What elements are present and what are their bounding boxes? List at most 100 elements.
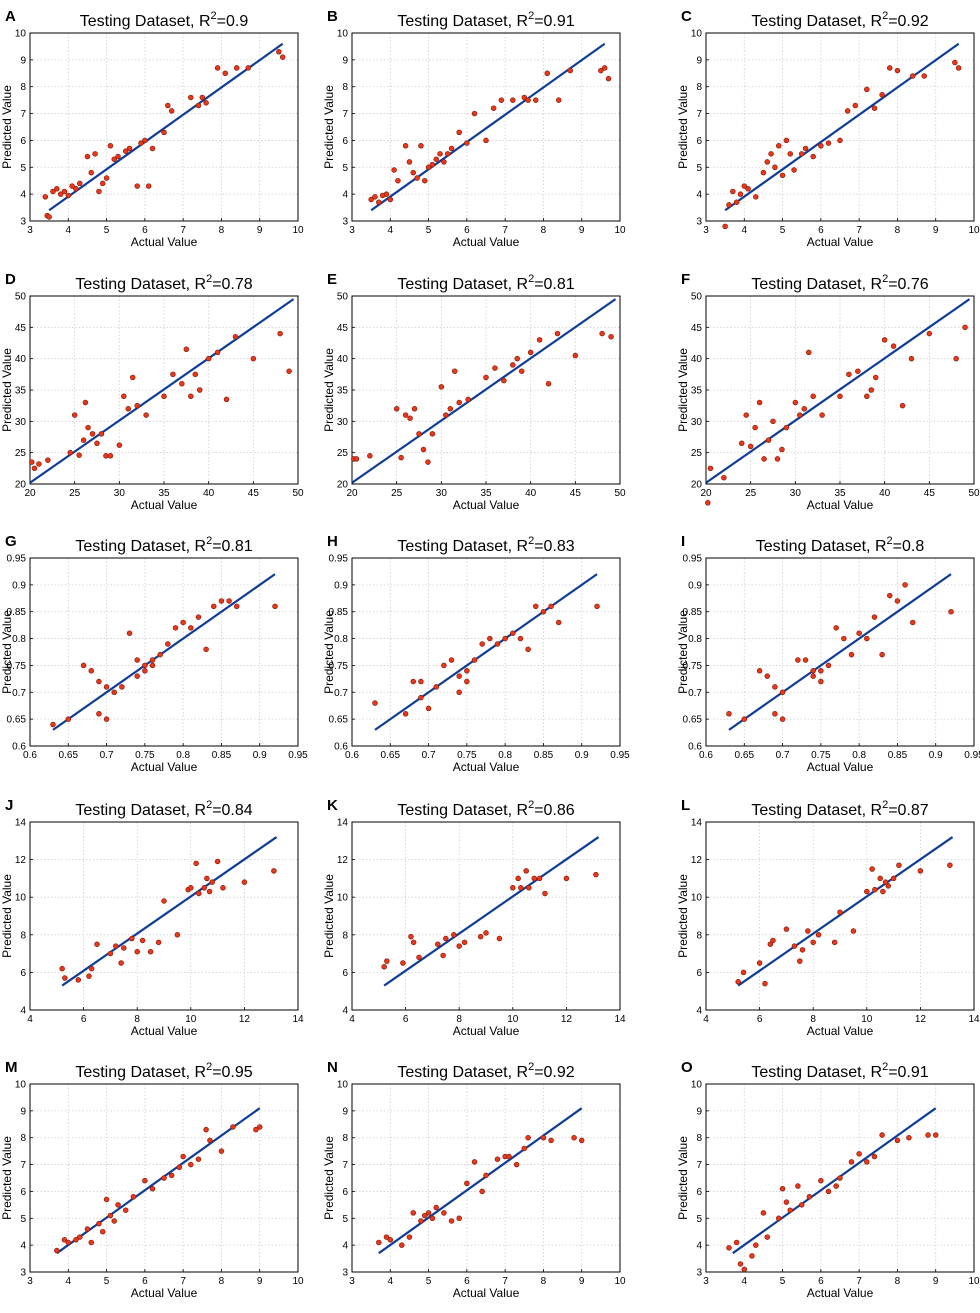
data-point [165, 102, 171, 109]
data-point [779, 716, 786, 722]
x-tick-label: 0.6 [23, 750, 37, 761]
data-point [410, 1210, 417, 1216]
data-point [121, 393, 127, 400]
panel-label: F [681, 271, 690, 288]
y-tick-label: 0.7 [334, 688, 348, 699]
data-point [492, 365, 498, 371]
y-tick-label: 6 [342, 136, 348, 147]
chart-title-superscript: 2 [211, 10, 217, 22]
data-point [880, 888, 886, 895]
data-point [174, 932, 181, 938]
data-point [223, 396, 230, 403]
chart-title-superscript: 2 [206, 1061, 212, 1073]
data-point [111, 156, 117, 162]
regression-line [724, 42, 960, 212]
x-tick-label: 6 [142, 1276, 148, 1287]
data-point [402, 143, 409, 149]
data-point [544, 70, 551, 77]
data-point [62, 975, 68, 981]
y-tick-label: 35 [15, 386, 27, 397]
y-tick-label: 10 [691, 29, 703, 40]
data-point [402, 711, 409, 717]
y-tick-label: 0.6 [12, 742, 26, 753]
data-point [89, 431, 96, 437]
data-point [760, 169, 767, 176]
chart-title-text: Testing Dataset, R [397, 1064, 528, 1081]
data-point [69, 183, 75, 189]
data-point [837, 393, 843, 400]
axes-box [29, 1083, 299, 1273]
chart-title-value: =0.92 [534, 1064, 575, 1081]
data-point [578, 1137, 585, 1144]
x-tick-label: 4 [742, 1276, 748, 1287]
data-point [887, 592, 893, 599]
chart-title-value: =0.78 [212, 276, 253, 293]
x-tick-label: 7 [180, 1276, 186, 1287]
x-tick-label: 35 [834, 488, 846, 499]
data-point [733, 1239, 740, 1246]
x-tick-label: 5 [780, 1276, 786, 1287]
data-point [433, 1204, 439, 1211]
x-tick-label: 40 [879, 488, 891, 499]
data-point [885, 883, 891, 889]
chart-panel-g: G Testing Dataset, R2=0.81 0.6 0.65 0.7 0.75 0… [0, 533, 308, 774]
data-point [399, 1242, 405, 1248]
data-point [88, 169, 95, 176]
x-tick-label: 3 [349, 225, 355, 236]
x-tick-label: 0.85 [534, 750, 554, 761]
data-point [456, 673, 462, 679]
chart-title-text: Testing Dataset, R [751, 1064, 882, 1081]
data-point [384, 958, 390, 964]
data-point [276, 49, 282, 55]
data-point [80, 662, 87, 669]
data-point [762, 980, 768, 987]
data-point [195, 1156, 202, 1162]
chart-title-value: =0.95 [212, 1064, 253, 1081]
data-point [383, 191, 390, 197]
data-point [510, 885, 516, 891]
data-point [245, 65, 251, 71]
chart-title: Testing Dataset, R2=0.87 [751, 799, 928, 819]
data-point [894, 598, 901, 604]
x-tick-label: 6 [757, 1014, 763, 1025]
data-point [536, 337, 543, 343]
y-tick-label: 5 [696, 1214, 702, 1225]
y-tick-label: 4 [696, 1241, 702, 1252]
y-tick-label: 20 [691, 480, 703, 491]
data-point [464, 668, 470, 674]
data-point [54, 1247, 60, 1254]
data-point [416, 431, 422, 437]
data-point [483, 930, 489, 936]
data-point [882, 879, 889, 885]
panel-label: I [681, 533, 685, 550]
chart-title-text: Testing Dataset, R [75, 1064, 206, 1081]
regression-line [29, 298, 295, 484]
data-point [852, 102, 859, 109]
data-point [142, 668, 148, 674]
data-point [738, 440, 745, 447]
y-axis-label: Predicted Value [0, 874, 14, 958]
y-axis-label: Predicted Value [676, 874, 690, 958]
regression-line [383, 836, 600, 987]
data-point [179, 380, 185, 387]
data-point [438, 384, 445, 390]
data-point [805, 349, 812, 356]
y-tick-label: 30 [337, 417, 349, 428]
x-tick-label: 10 [614, 1276, 626, 1287]
x-axis-label: Actual Value [807, 1024, 874, 1038]
data-point [233, 603, 240, 610]
y-tick-label: 0.85 [329, 607, 349, 618]
x-tick-label: 9 [933, 1276, 939, 1287]
x-tick-label: 10 [507, 1014, 519, 1025]
data-point [161, 129, 167, 136]
x-tick-label: 20 [24, 488, 36, 499]
y-tick-label: 45 [691, 323, 703, 334]
y-tick-label: 35 [691, 386, 703, 397]
chart-title-text: Testing Dataset, R [397, 13, 528, 30]
data-point [96, 711, 102, 717]
x-tick-label: 30 [114, 488, 126, 499]
y-tick-label: 40 [15, 354, 27, 365]
x-tick-label: 0.8 [852, 750, 866, 761]
data-point [730, 188, 736, 195]
chart-title: Testing Dataset, R2=0.8 [756, 535, 925, 555]
